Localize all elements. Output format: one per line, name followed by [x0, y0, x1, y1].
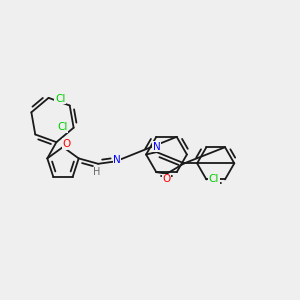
Text: O: O: [62, 139, 71, 149]
Text: Cl: Cl: [55, 94, 65, 104]
Text: N: N: [113, 155, 121, 165]
Text: Cl: Cl: [57, 122, 68, 132]
Text: N: N: [153, 142, 160, 152]
Text: H: H: [93, 167, 100, 177]
Text: O: O: [163, 174, 171, 184]
Text: Cl: Cl: [209, 174, 219, 184]
